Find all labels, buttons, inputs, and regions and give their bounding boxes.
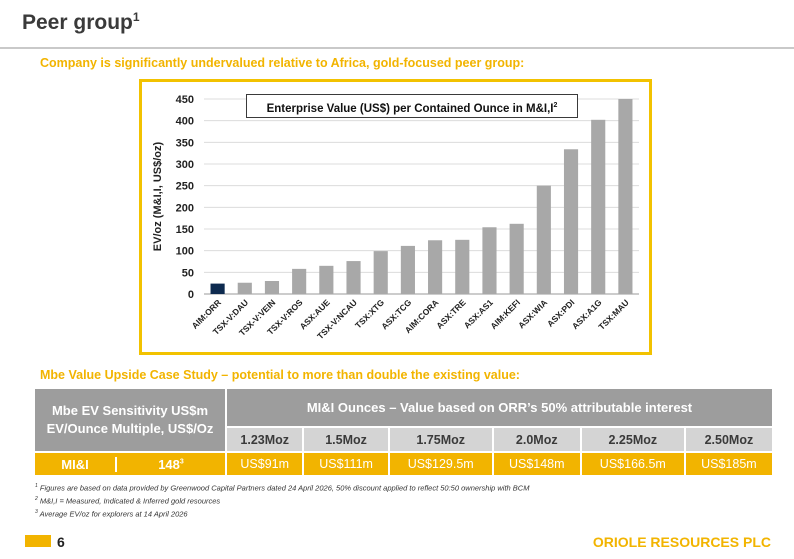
column-header: 1.5Moz: [302, 426, 390, 453]
footnote: 2 M&I,I = Measured, Indicated & Inferred…: [35, 496, 221, 506]
cell-divider: [115, 456, 117, 472]
bar: [292, 268, 307, 294]
footnote: 1 Figures are based on data provided by …: [35, 483, 530, 493]
page-title: Peer group1: [22, 10, 140, 34]
x-tick-label: ASX:WIA: [516, 297, 549, 330]
bar: [591, 119, 606, 294]
x-tick-label: AIM:KEFI: [488, 297, 522, 331]
bar: [563, 149, 579, 294]
bar: [373, 251, 388, 294]
value-cell: US$148m: [491, 451, 582, 477]
bar: [210, 283, 225, 294]
column-header: 2.50Moz: [683, 426, 775, 453]
y-tick-label: 200: [176, 202, 194, 214]
row-multiple: 1483: [158, 456, 184, 472]
bar: [536, 185, 551, 294]
bar: [400, 245, 415, 294]
ounces-header: MI&I Ounces – Value based on ORR’s 50% a…: [225, 387, 774, 428]
valuation-table: Mbe EV Sensitivity US$m EV/Ounce Multipl…: [33, 387, 775, 477]
footnote: 3 Average EV/oz for explorers at 14 Apri…: [35, 509, 188, 519]
value-cell: US$166.5m: [579, 451, 686, 477]
column-header: 2.0Moz: [491, 426, 582, 453]
bar: [618, 99, 633, 294]
value-cell: US$91m: [224, 451, 305, 477]
y-tick-label: 300: [176, 159, 194, 171]
y-tick-label: 150: [176, 224, 194, 236]
table-row: MI&I 1483 US$91m US$111m US$129.5m US$14…: [33, 451, 775, 477]
chart-title: Enterprise Value (US$) per Contained Oun…: [246, 94, 578, 118]
column-header: 1.75Moz: [387, 426, 494, 453]
row-label: MI&I: [61, 456, 89, 472]
y-tick-label: 50: [182, 267, 194, 279]
footnotes: 1 Figures are based on data provided by …: [35, 481, 529, 520]
bar: [319, 265, 334, 294]
bar: [455, 239, 470, 294]
bar: [237, 282, 252, 294]
y-tick-label: 350: [176, 137, 194, 149]
value-cell: US$129.5m: [387, 451, 494, 477]
bar-chart: 050100150200250300350400450AIM:ORRTSX-V:…: [152, 94, 639, 341]
value-cell: US$185m: [683, 451, 775, 477]
chart-container: 0 50 100 150 200 250 300 350 400 450 AIM:ORR TSX-V:…: [139, 79, 652, 355]
y-tick-label: 450: [176, 94, 194, 106]
y-tick-label: 0: [188, 289, 194, 301]
y-tick-label: 100: [176, 246, 194, 258]
company-name: ORIOLE RESOURCES PLC: [592, 534, 771, 550]
row-label-cell: MI&I 1483: [33, 451, 227, 477]
page-number: 6: [57, 534, 65, 550]
section-heading-upside: Mbe Value Upside Case Study – potential …: [40, 368, 520, 382]
y-axis-label: EV/oz (M&I,I, US$/oz): [152, 141, 164, 251]
page-marker: [25, 535, 51, 547]
title-divider: [0, 47, 794, 49]
bar: [509, 223, 524, 294]
y-tick-label: 400: [176, 116, 194, 128]
bar: [264, 281, 280, 294]
bar: [428, 240, 443, 294]
value-cell: US$111m: [302, 451, 390, 477]
y-tick-label: 250: [176, 181, 194, 193]
subtitle: Company is significantly undervalued rel…: [40, 56, 525, 70]
column-header: 2.25Moz: [579, 426, 686, 453]
bar: [482, 227, 497, 294]
column-header: 1.23Moz: [224, 426, 305, 453]
sensitivity-header: Mbe EV Sensitivity US$m EV/Ounce Multipl…: [33, 387, 227, 453]
bar: [346, 261, 361, 294]
